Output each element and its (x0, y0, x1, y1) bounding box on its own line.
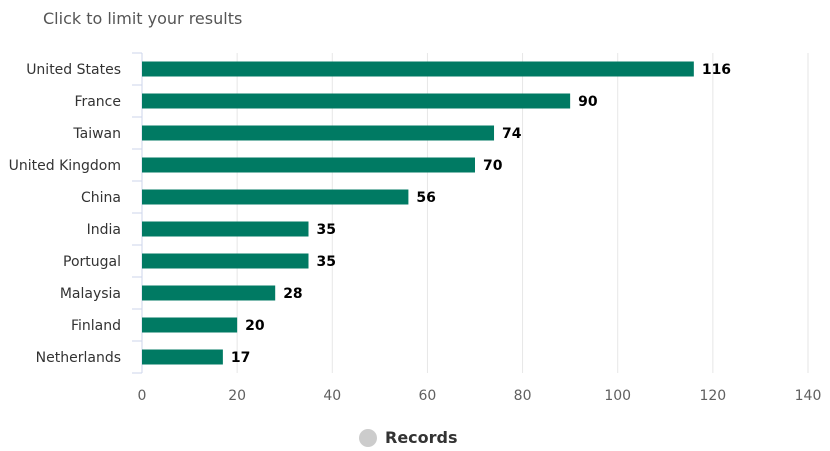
bar[interactable] (142, 317, 238, 333)
x-tick-label: 20 (228, 388, 246, 404)
category-label: France (74, 94, 121, 110)
bar[interactable] (142, 93, 571, 109)
bar[interactable] (142, 349, 223, 365)
data-label: 28 (283, 286, 302, 302)
category-label: Netherlands (36, 350, 121, 366)
bar[interactable] (142, 285, 276, 301)
category-label: United States (26, 62, 121, 78)
legend-label: Records (385, 428, 458, 447)
category-label: India (87, 222, 121, 238)
data-label: 74 (502, 126, 522, 142)
data-label: 20 (245, 318, 265, 334)
data-label: 90 (578, 94, 598, 110)
bar[interactable] (142, 189, 409, 205)
x-tick-label: 0 (138, 388, 147, 404)
category-label: Portugal (63, 254, 121, 270)
x-tick-label: 140 (795, 388, 822, 404)
bar[interactable] (142, 253, 309, 269)
legend-item-records[interactable]: Records (359, 428, 458, 447)
category-label: China (81, 190, 121, 206)
category-label: Taiwan (72, 126, 121, 142)
chart-hint: Click to limit your results (43, 9, 243, 28)
bar[interactable] (142, 157, 475, 173)
x-tick-label: 100 (604, 388, 631, 404)
data-label: 35 (317, 222, 336, 238)
labels: 0 20 40 60 80 100 120 140 United States 116 France… (9, 62, 822, 404)
data-label: 17 (231, 350, 250, 366)
circle-icon (359, 428, 377, 447)
category-label: United Kingdom (9, 158, 121, 174)
bar[interactable] (142, 61, 694, 77)
data-label: 56 (416, 190, 435, 206)
x-tick-label: 120 (699, 388, 726, 404)
x-tick-label: 80 (514, 388, 532, 404)
bar[interactable] (142, 125, 495, 141)
category-label: Finland (71, 318, 121, 334)
bar[interactable] (142, 221, 309, 237)
axes (132, 52, 143, 374)
data-label: 35 (317, 254, 336, 270)
x-tick-label: 60 (419, 388, 437, 404)
category-label: Malaysia (60, 286, 121, 302)
data-label: 116 (702, 62, 731, 78)
x-tick-label: 40 (323, 388, 341, 404)
bars (142, 61, 694, 365)
data-label: 70 (483, 158, 503, 174)
